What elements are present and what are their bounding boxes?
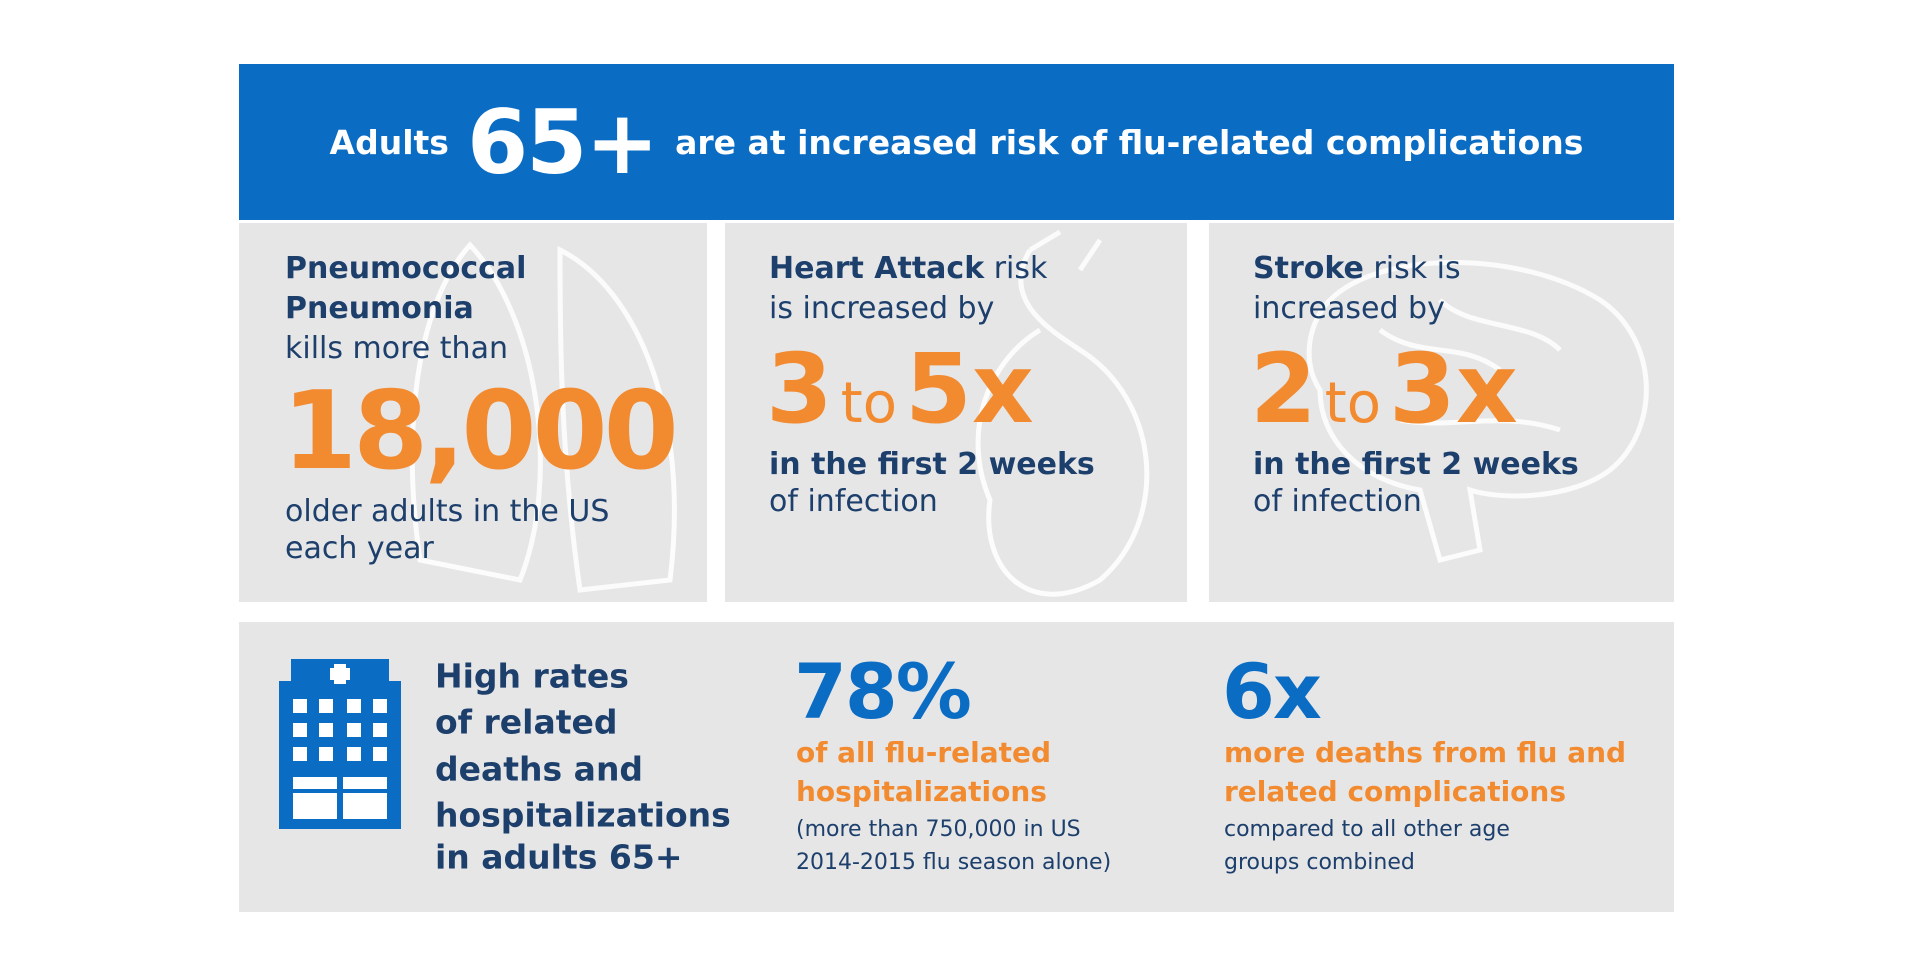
panel-title-bold: Heart Attack	[769, 251, 985, 286]
brain-outline	[1306, 260, 1649, 564]
header-banner	[239, 64, 1674, 220]
panel-title: Pneumonia	[285, 291, 474, 326]
stat-number: 78%	[794, 647, 972, 736]
panel-text: each year	[285, 531, 434, 566]
panel	[239, 223, 707, 602]
heart-outline	[975, 248, 1150, 597]
lead-line: in adults 65+	[435, 837, 683, 877]
stat-label: more deaths from flu and	[1224, 736, 1627, 769]
panel-text: increased by	[1253, 291, 1445, 326]
risk-range: 3 to5x	[766, 341, 1034, 437]
range-low: 3	[766, 333, 833, 445]
panel-text: in the first 2 weeks	[769, 447, 1095, 482]
stat-label: hospitalizations	[796, 775, 1047, 808]
header-highlight: 65+	[466, 90, 659, 194]
stat-note: compared to all other age	[1224, 817, 1510, 842]
lead-line: deaths and	[435, 749, 644, 789]
panel-title-bold: Stroke	[1253, 251, 1364, 286]
panel-title-rest: risk is	[1373, 251, 1461, 286]
stat-note: (more than 750,000 in US	[796, 817, 1081, 842]
panel-text: of infection	[1253, 484, 1422, 519]
panel-text: of infection	[769, 484, 938, 519]
risk-range: 2 to3x	[1250, 341, 1518, 437]
lead-line: hospitalizations	[435, 795, 731, 835]
stat-note: 2014-2015 flu season alone)	[796, 850, 1112, 875]
panel-text: older adults in the US	[285, 494, 610, 529]
lung-outline	[409, 241, 543, 583]
panel	[1209, 223, 1674, 602]
range-high: 3x	[1389, 333, 1518, 445]
range-low: 2	[1250, 333, 1317, 445]
heart-outline	[1028, 229, 1103, 272]
panel-text: is increased by	[769, 291, 995, 326]
panel-title: Pneumococcal	[285, 251, 527, 286]
header: Adults 65+ are at increased risk of flu-…	[239, 64, 1674, 220]
panel	[725, 223, 1187, 602]
hospital-icon	[279, 659, 401, 829]
range-high: 5x	[905, 333, 1034, 445]
bottom-panel	[239, 622, 1674, 912]
range-word: to	[1324, 371, 1382, 436]
panel-title: Heart Attack risk	[769, 254, 1047, 284]
brain-outline	[1378, 298, 1562, 433]
lead-line: of related	[435, 702, 618, 742]
stat-label: of all flu-related	[796, 736, 1052, 769]
header-prefix: Adults	[329, 122, 449, 162]
panel-text: kills more than	[285, 331, 508, 366]
lung-outline	[557, 245, 677, 593]
panel-title: Stroke risk is	[1253, 254, 1461, 284]
stat-number: 6x	[1222, 647, 1322, 736]
stat-label: related complications	[1224, 775, 1567, 808]
panel-text: in the first 2 weeks	[1253, 447, 1579, 482]
big-number: 18,000	[282, 369, 679, 494]
lead-line: High rates	[435, 656, 629, 696]
header-suffix: are at increased risk of flu-related com…	[675, 122, 1584, 162]
range-word: to	[840, 371, 898, 436]
panel-title-rest: risk	[993, 251, 1048, 286]
stat-note: groups combined	[1224, 850, 1415, 875]
